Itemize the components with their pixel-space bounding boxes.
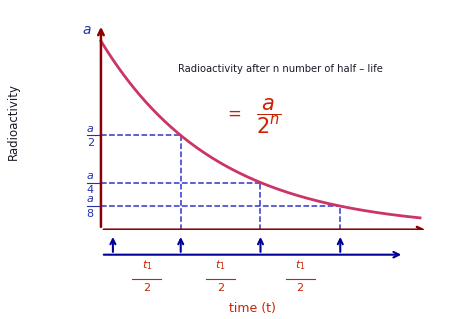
Text: $2$: $2$ [297, 281, 304, 293]
Text: Radioactivity: Radioactivity [7, 83, 20, 160]
Text: $t_1$: $t_1$ [141, 258, 152, 272]
Text: x: x [177, 237, 184, 250]
Text: $a$: $a$ [86, 171, 94, 181]
Text: $8$: $8$ [86, 207, 94, 219]
Text: $a$: $a$ [82, 23, 91, 37]
Text: $a$: $a$ [86, 124, 94, 134]
Text: $\dfrac{a}{2^n}$: $\dfrac{a}{2^n}$ [256, 97, 281, 136]
Text: $a$: $a$ [86, 195, 94, 204]
Text: 3x: 3x [333, 237, 347, 250]
Text: $2$: $2$ [216, 281, 225, 293]
Text: $4$: $4$ [86, 183, 94, 195]
Text: $t_1$: $t_1$ [295, 258, 306, 272]
Text: $2$: $2$ [143, 281, 151, 293]
Text: $2$: $2$ [86, 136, 94, 148]
Text: Radioactivity after n number of half – life: Radioactivity after n number of half – l… [178, 64, 383, 74]
Text: $=$: $=$ [224, 104, 241, 122]
Text: $t_1$: $t_1$ [215, 258, 226, 272]
Text: 2x: 2x [253, 237, 268, 250]
Text: time (t): time (t) [229, 301, 276, 315]
